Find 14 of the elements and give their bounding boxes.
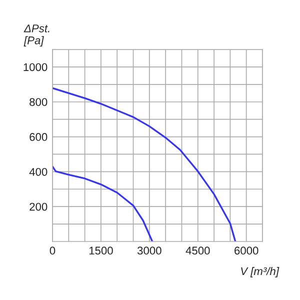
line-series bbox=[52, 87, 236, 242]
x-tick-label: 3000 bbox=[137, 246, 162, 255]
x-axis-title: V [m³/h] bbox=[241, 267, 280, 278]
x-tick-label: 4500 bbox=[186, 246, 210, 255]
y-tick-label: 1000 bbox=[24, 63, 48, 72]
x-tick-label: 1500 bbox=[89, 246, 113, 255]
line-series bbox=[52, 166, 154, 242]
y-axis-title: ΔPst. [Pa] bbox=[24, 24, 50, 46]
y-tick-label: 800 bbox=[30, 98, 48, 106]
x-tick-label: 6000 bbox=[234, 246, 258, 255]
y-tick-label: 400 bbox=[29, 168, 48, 176]
y-tick-label: 200 bbox=[30, 202, 48, 211]
x-tick-label: 0 bbox=[50, 246, 56, 255]
y-tick-label: 600 bbox=[30, 133, 48, 141]
